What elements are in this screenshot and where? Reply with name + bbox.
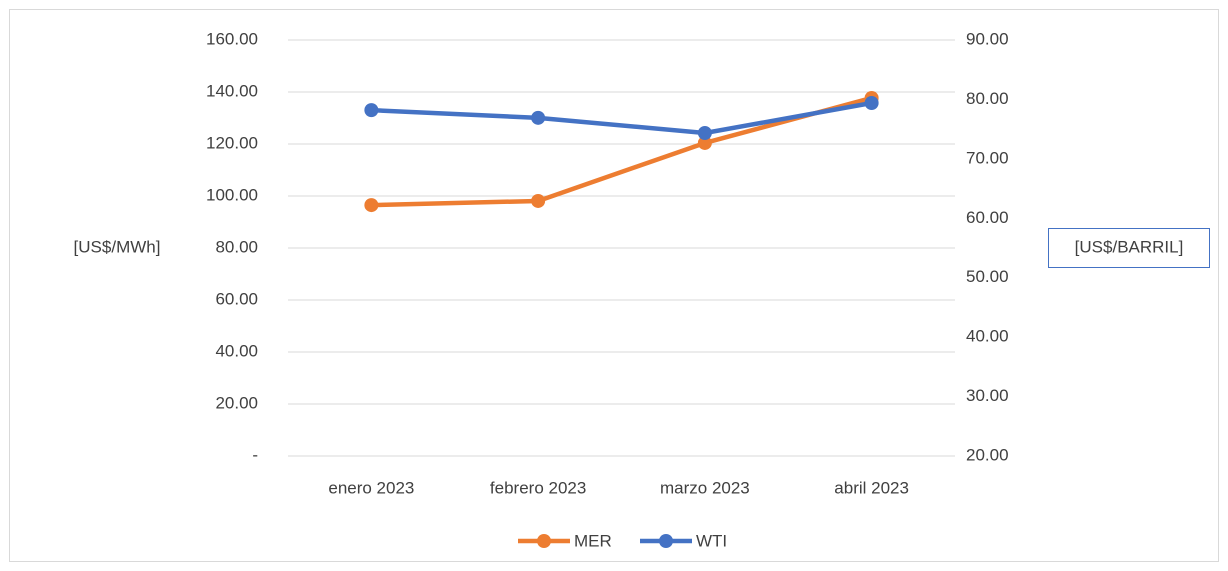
point	[364, 103, 379, 118]
series-line	[371, 95, 873, 208]
point	[864, 95, 879, 110]
x-tick-label: marzo 2023	[660, 478, 750, 497]
y-axis-label: [US$/MWh]	[74, 237, 161, 256]
y2-tick-label: 60.00	[966, 208, 1009, 227]
legend-label: MER	[574, 531, 612, 550]
y2-tick-label: 70.00	[966, 148, 1009, 167]
x-tick-label: enero 2023	[328, 478, 414, 497]
y-tick-label: -	[252, 445, 258, 464]
x-tick-label: febrero 2023	[490, 478, 586, 497]
y2-tick-label: 50.00	[966, 267, 1009, 286]
y2-label-box	[1048, 228, 1210, 268]
x-tick-label: abril 2023	[834, 478, 909, 497]
y-tick-label: 80.00	[215, 237, 258, 256]
y-tick-label: 120.00	[206, 133, 258, 152]
legend-marker	[537, 534, 551, 548]
y2-tick-label: 40.00	[966, 327, 1009, 346]
point	[531, 110, 546, 125]
point	[697, 126, 712, 141]
point	[364, 198, 379, 213]
y2-tick-label: 30.00	[966, 386, 1009, 405]
y-tick-label: 100.00	[206, 185, 258, 204]
legend-label: WTI	[696, 531, 727, 550]
chart-border	[9, 9, 1219, 562]
y-tick-label: 140.00	[206, 81, 258, 100]
y-tick-label: 160.00	[206, 29, 258, 48]
point	[531, 193, 546, 208]
y-tick-label: 60.00	[215, 289, 258, 308]
y2-tick-label: 20.00	[966, 445, 1009, 464]
point	[697, 135, 712, 150]
y2-tick-label: 80.00	[966, 89, 1009, 108]
y2-tick-label: 90.00	[966, 29, 1009, 48]
legend-marker	[659, 534, 673, 548]
y-tick-label: 20.00	[215, 393, 258, 412]
y-tick-label: 40.00	[215, 341, 258, 360]
series-line	[371, 100, 873, 136]
y2-axis-label: [US$/BARRIL]	[1075, 237, 1184, 256]
